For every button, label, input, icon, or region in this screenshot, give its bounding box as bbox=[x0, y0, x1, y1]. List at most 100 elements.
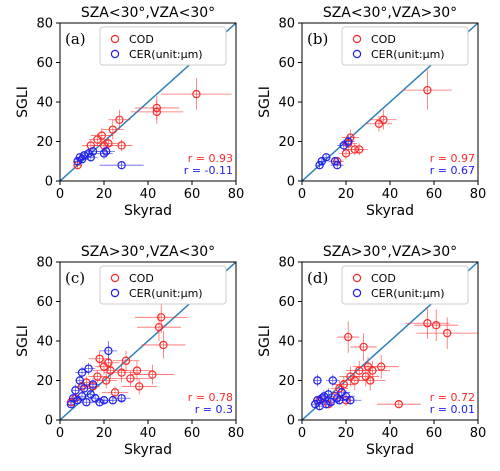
data-point bbox=[104, 346, 113, 356]
y-tick-label: 0 bbox=[45, 414, 53, 429]
correlation-label: r = 0.72 bbox=[430, 391, 475, 404]
legend-label: CER(unit:μm) bbox=[129, 48, 203, 61]
series-cer bbox=[315, 135, 355, 170]
data-point bbox=[366, 376, 375, 385]
data-point bbox=[106, 366, 115, 375]
x-axis-label: Skyrad bbox=[124, 442, 172, 458]
x-tick-label: 20 bbox=[338, 187, 355, 202]
data-point bbox=[101, 376, 111, 385]
x-axis-label: Skyrad bbox=[366, 442, 414, 458]
legend-marker bbox=[352, 273, 362, 283]
y-tick-label: 80 bbox=[36, 17, 53, 32]
data-point bbox=[322, 400, 331, 409]
correlation-label: r = -0.11 bbox=[184, 164, 233, 177]
y-tick-label: 20 bbox=[278, 374, 295, 389]
panel-title: SZA>30°,VZA<30° bbox=[81, 244, 215, 260]
x-tick-label: 0 bbox=[56, 426, 64, 441]
legend-box bbox=[341, 26, 469, 66]
data-point bbox=[115, 115, 124, 124]
data-point bbox=[82, 398, 91, 407]
y-axis-label: SGLI bbox=[257, 86, 273, 118]
legend-box bbox=[99, 265, 227, 305]
data-point bbox=[154, 322, 164, 332]
legend-marker bbox=[352, 34, 362, 44]
x-tick-label: 60 bbox=[184, 426, 201, 441]
data-point bbox=[79, 384, 89, 393]
data-point bbox=[117, 160, 126, 170]
correlation-label: r = 0.67 bbox=[430, 164, 475, 177]
legend-label: COD bbox=[129, 33, 154, 46]
legend-marker bbox=[110, 34, 120, 44]
y-tick-label: 20 bbox=[36, 135, 53, 150]
legend-label: CER(unit:μm) bbox=[371, 48, 445, 61]
x-tick-label: 60 bbox=[426, 187, 443, 202]
x-tick-label: 60 bbox=[184, 187, 201, 202]
data-point bbox=[75, 153, 85, 162]
data-point bbox=[359, 342, 368, 352]
data-point bbox=[423, 319, 432, 328]
panel-label: (c) bbox=[65, 269, 85, 287]
x-axis-label: Skyrad bbox=[366, 203, 414, 219]
x-tick-label: 0 bbox=[298, 426, 306, 441]
panel-d: SZA>30°,VZA>30° 0 20 40 60 80 0 20 40 60 80 Skyrad S… bbox=[257, 244, 486, 458]
data-point bbox=[117, 368, 126, 377]
data-point bbox=[117, 394, 126, 403]
series-cod bbox=[330, 70, 452, 166]
x-tick-label: 20 bbox=[338, 426, 355, 441]
data-point bbox=[328, 376, 337, 385]
series-cer bbox=[73, 145, 144, 170]
data-point bbox=[159, 340, 168, 350]
y-tick-label: 40 bbox=[278, 96, 295, 111]
y-tick-label: 20 bbox=[278, 135, 295, 150]
correlation-label: r = 0.01 bbox=[430, 403, 475, 416]
data-point bbox=[377, 362, 386, 371]
y-tick-label: 40 bbox=[278, 335, 295, 350]
legend-box bbox=[341, 265, 469, 305]
correlation-label: r = 0.3 bbox=[195, 403, 233, 416]
data-point bbox=[134, 382, 144, 391]
legend-marker bbox=[352, 49, 362, 59]
y-tick-label: 80 bbox=[278, 256, 295, 271]
x-tick-label: 40 bbox=[382, 187, 399, 202]
plot-area bbox=[302, 262, 478, 420]
y-tick-label: 40 bbox=[36, 96, 53, 111]
data-point bbox=[322, 153, 331, 162]
correlation-label: r = 0.78 bbox=[188, 391, 233, 404]
panel-a: SZA<30°,VZA<30° 0 20 40 60 80 0 20 40 60 80 Skyrad S… bbox=[15, 5, 244, 219]
data-point bbox=[88, 147, 98, 156]
data-point bbox=[108, 125, 118, 134]
y-tick-label: 40 bbox=[36, 335, 53, 350]
y-tick-label: 0 bbox=[287, 414, 295, 429]
legend-marker bbox=[352, 288, 362, 298]
x-tick-label: 20 bbox=[96, 187, 113, 202]
data-point bbox=[97, 131, 107, 140]
data-point bbox=[344, 332, 353, 342]
data-point bbox=[346, 396, 355, 405]
data-point bbox=[110, 388, 120, 397]
panel-c: SZA>30°,VZA<30° 0 20 40 60 80 0 20 40 60 80 Skyrad S… bbox=[15, 244, 244, 458]
legend: COD CER(unit:μm) bbox=[341, 265, 469, 305]
x-tick-label: 40 bbox=[140, 426, 157, 441]
data-point bbox=[75, 376, 85, 385]
y-tick-label: 60 bbox=[278, 295, 295, 310]
x-tick-label: 80 bbox=[470, 187, 487, 202]
data-point bbox=[379, 115, 388, 124]
data-point bbox=[108, 396, 118, 405]
x-tick-label: 80 bbox=[470, 426, 487, 441]
data-point bbox=[319, 392, 329, 401]
data-point bbox=[104, 139, 113, 148]
plot-area bbox=[302, 23, 478, 181]
legend-label: COD bbox=[371, 272, 396, 285]
legend-marker bbox=[110, 273, 120, 283]
y-tick-label: 80 bbox=[278, 17, 295, 32]
data-point bbox=[324, 390, 333, 399]
correlation-label: r = 0.93 bbox=[188, 152, 233, 165]
data-point bbox=[333, 394, 342, 403]
x-tick-label: 20 bbox=[96, 426, 113, 441]
y-tick-label: 80 bbox=[36, 256, 53, 271]
data-point bbox=[333, 160, 342, 170]
y-tick-label: 60 bbox=[36, 56, 53, 71]
legend-box bbox=[99, 26, 227, 66]
x-tick-label: 40 bbox=[382, 426, 399, 441]
